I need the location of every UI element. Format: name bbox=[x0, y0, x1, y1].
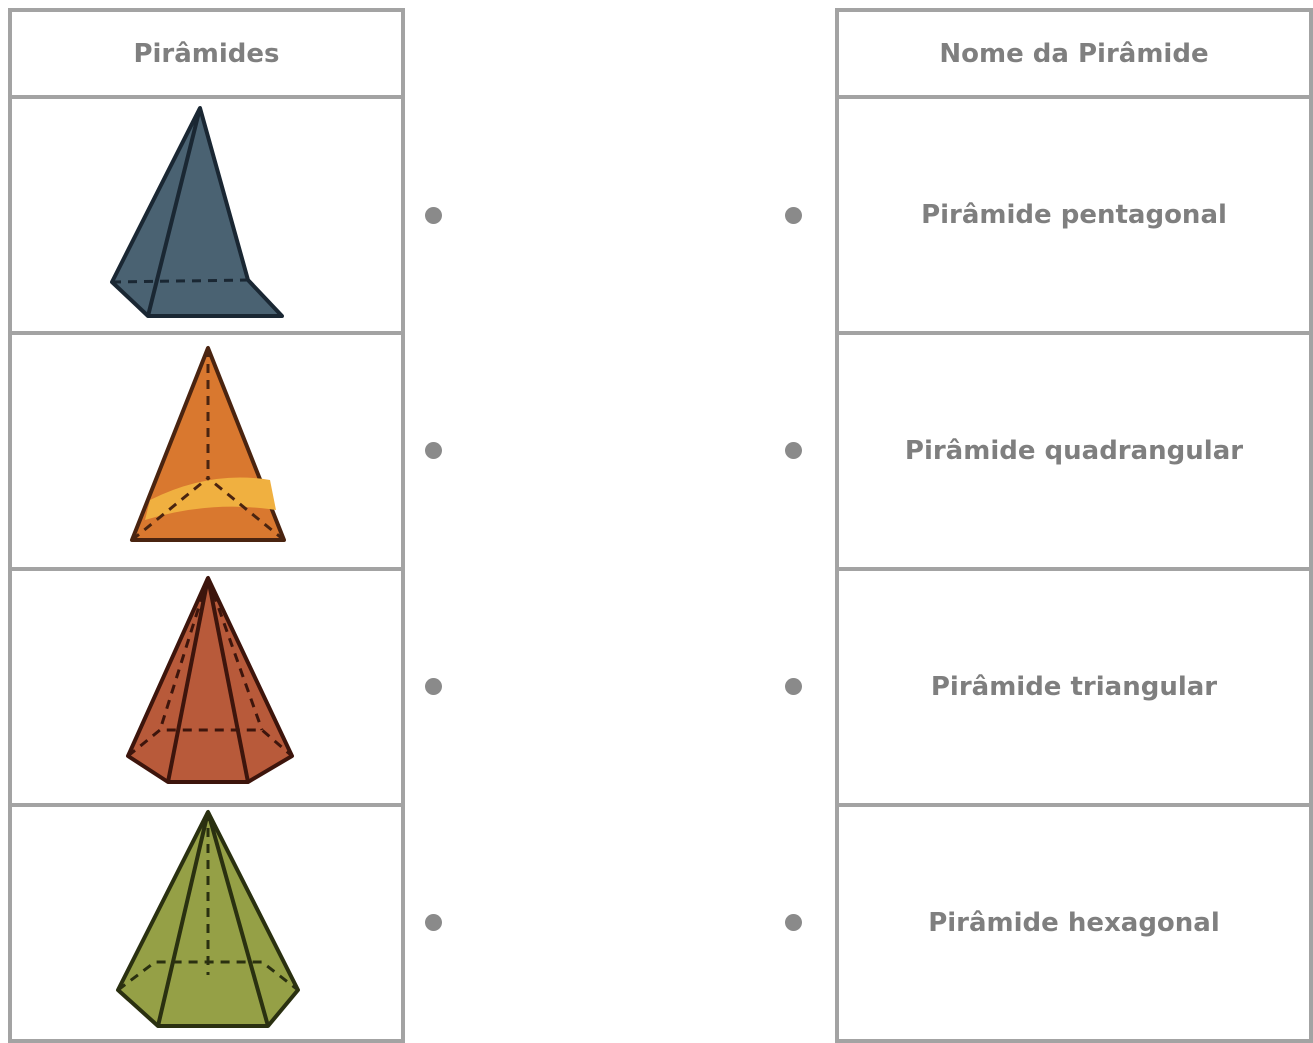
answer-text: Pirâmide pentagonal bbox=[921, 200, 1227, 230]
answer-cell: Pirâmide quadrangular bbox=[835, 331, 1313, 571]
answer-cell: Pirâmide hexagonal bbox=[835, 803, 1313, 1043]
match-dot[interactable] bbox=[425, 442, 442, 459]
right-header: Nome da Pirâmide bbox=[835, 8, 1313, 99]
pyramid-figures bbox=[110, 106, 300, 1028]
match-dot[interactable] bbox=[425, 678, 442, 695]
pyramid-hexagonal-red bbox=[126, 576, 294, 784]
header-text: Nome da Pirâmide bbox=[939, 38, 1209, 69]
match-dot[interactable] bbox=[425, 914, 442, 931]
answer-cell: Pirâmide triangular bbox=[835, 567, 1313, 807]
pyramid-triangular bbox=[130, 346, 286, 542]
match-dot[interactable] bbox=[785, 442, 802, 459]
answer-text: Pirâmide triangular bbox=[930, 672, 1218, 702]
answer-cell: Pirâmide pentagonal bbox=[835, 95, 1313, 335]
pyramid-quadrangular bbox=[110, 106, 284, 318]
match-dot[interactable] bbox=[425, 207, 442, 224]
match-dot[interactable] bbox=[785, 678, 802, 695]
answer-text: Pirâmide hexagonal bbox=[928, 908, 1220, 938]
left-header: Pirâmides bbox=[8, 8, 405, 99]
pyramid-hexagonal-green bbox=[116, 810, 300, 1028]
answer-text: Pirâmide quadrangular bbox=[904, 436, 1244, 466]
match-dot[interactable] bbox=[785, 207, 802, 224]
header-text: Pirâmides bbox=[133, 38, 280, 69]
match-dot[interactable] bbox=[785, 914, 802, 931]
